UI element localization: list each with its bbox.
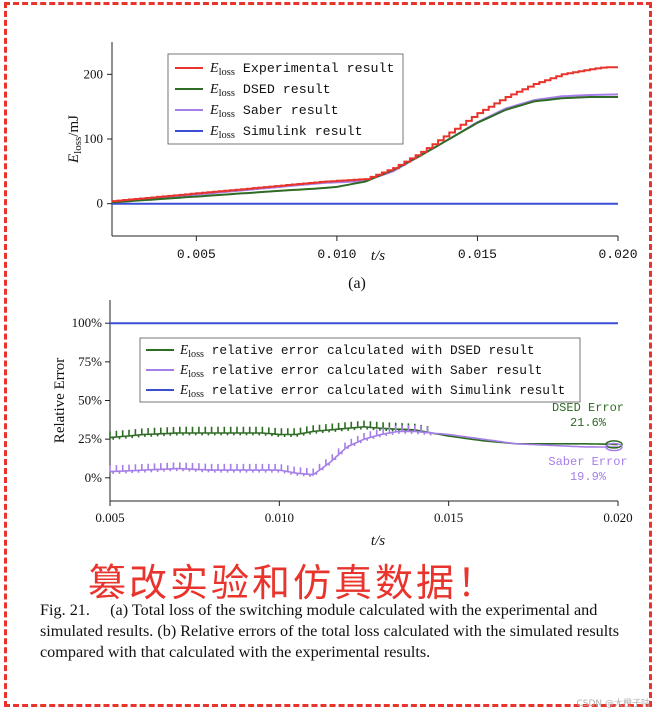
annotation-value: 19.9% — [570, 470, 607, 484]
x-axis-label: t/s — [371, 533, 385, 549]
y-tick-label: 25% — [78, 431, 102, 446]
y-tick-label: 75% — [78, 354, 102, 369]
legend-box — [139, 337, 581, 403]
legend: Eloss Experimental result Eloss DSED resu… — [167, 53, 404, 145]
legend: Eloss relative error calculated with DSE… — [139, 337, 581, 403]
series-line-1 — [109, 425, 618, 477]
annotation-title: Saber Error — [548, 455, 627, 469]
legend-label: Eloss relative error calculated with Sab… — [179, 362, 542, 380]
x-tick-label: 0.020 — [603, 510, 632, 525]
series-line-1 — [111, 96, 618, 204]
panel-label: (a) — [348, 275, 366, 292]
legend-label: Eloss relative error calculated with Sim… — [179, 382, 565, 400]
y-axis-label: Eloss/mJ — [66, 115, 84, 164]
annotation-title: DSED Error — [552, 401, 624, 415]
legend-label: Eloss Simulink result — [209, 124, 363, 141]
x-tick-label: 0.015 — [434, 510, 463, 525]
caption-text: (a) Total loss of the switching module c… — [40, 601, 620, 661]
legend-box — [167, 53, 404, 145]
series-line-0 — [109, 420, 618, 446]
chart-total-loss: 0 100 200 0.005 0.010 0.015 0.020 t/s (a) Eloss/m… — [66, 42, 638, 292]
y-axis-label: Relative Error — [52, 358, 68, 443]
dashed-frame — [4, 2, 652, 707]
legend-label: Eloss relative error calculated with DSE… — [179, 342, 535, 360]
chart-relative-error: 0%25%50%75%100%0.0050.0100.0150.020t/s(b… — [52, 300, 633, 549]
x-tick-label: 0.005 — [177, 247, 216, 262]
legend-label: Eloss Saber result — [209, 103, 339, 120]
figure-caption: Fig. 21. (a) Total loss of the switching… — [40, 600, 652, 663]
y-tick-label: 200 — [84, 66, 104, 81]
x-tick-label: 0.010 — [265, 510, 294, 525]
watermark: CSDN @大橙子咕 — [576, 699, 650, 709]
x-tick-label: 0.015 — [458, 247, 497, 262]
x-tick-label: 0.005 — [95, 510, 124, 525]
tamper-warning-text: 篡改实验和仿真数据！ — [88, 561, 499, 605]
series-line-0 — [112, 66, 618, 203]
y-tick-label: 0% — [85, 470, 103, 485]
y-tick-label: 100 — [84, 131, 104, 146]
legend-label: Eloss Experimental result — [209, 61, 395, 78]
y-tick-label: 100% — [72, 315, 103, 330]
annotation-value: 21.6% — [570, 416, 607, 430]
legend-label: Eloss DSED result — [209, 82, 331, 99]
annotation-marker — [605, 442, 623, 452]
x-tick-label: 0.020 — [598, 247, 637, 262]
annotation-marker — [605, 440, 623, 449]
caption-prefix: Fig. 21. — [40, 601, 90, 619]
y-tick-label: 50% — [78, 393, 102, 408]
y-tick-label: 0 — [97, 196, 104, 211]
x-axis-label: t/s — [371, 248, 385, 264]
x-tick-label: 0.010 — [317, 247, 356, 262]
